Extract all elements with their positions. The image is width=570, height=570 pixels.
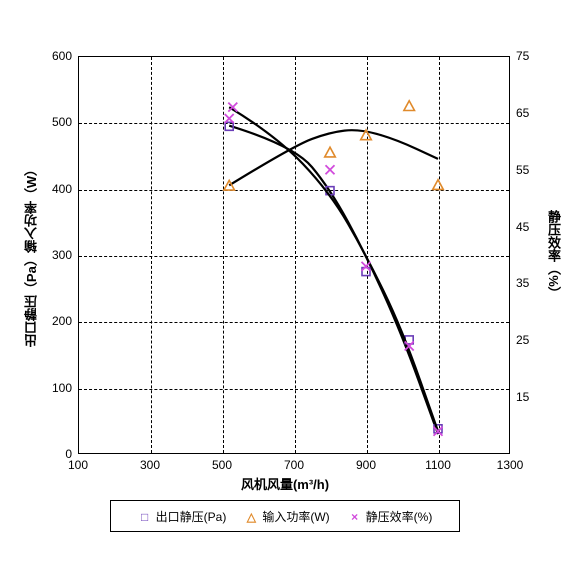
curve-静压效率(%) (229, 107, 438, 431)
marker (362, 262, 371, 271)
curve-出口静压(Pa) (229, 126, 438, 434)
curve-输入功率(W) (229, 130, 438, 185)
marker (325, 147, 336, 157)
chart-svg (0, 0, 570, 570)
marker (404, 101, 415, 111)
marker (326, 165, 335, 174)
marker (433, 180, 444, 190)
